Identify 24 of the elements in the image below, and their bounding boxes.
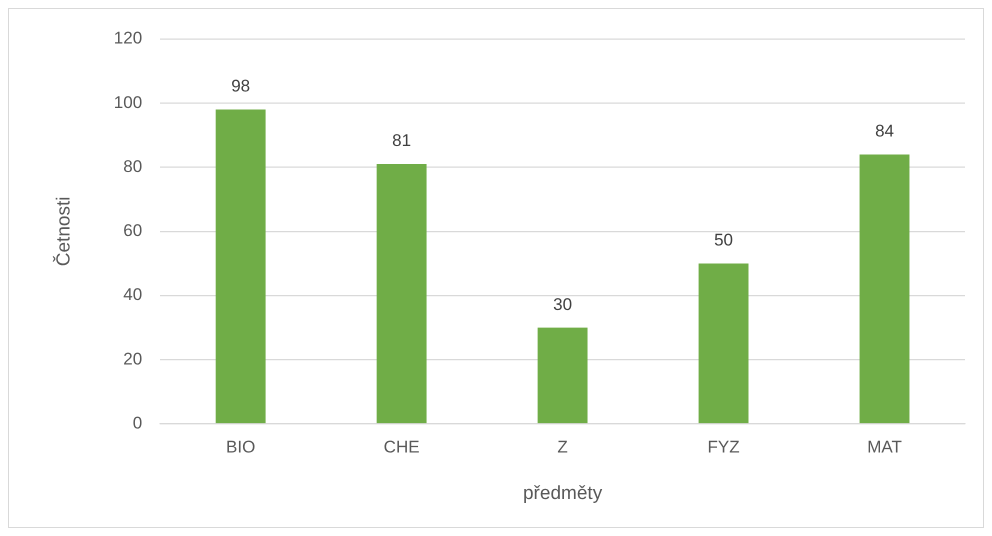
y-tick-label: 60 xyxy=(123,221,142,240)
bar xyxy=(698,263,748,424)
y-tick-label: 40 xyxy=(123,285,142,304)
bar xyxy=(216,110,266,424)
data-label: 98 xyxy=(231,76,250,96)
y-tick-label: 20 xyxy=(123,349,142,368)
bar xyxy=(538,328,588,424)
y-tick-label: 120 xyxy=(114,28,142,48)
x-tick-label: CHE xyxy=(384,438,420,457)
bar xyxy=(860,154,910,424)
x-tick-label: FYZ xyxy=(707,438,740,457)
data-label: 30 xyxy=(553,294,572,314)
x-tick-label: BIO xyxy=(226,438,256,457)
x-tick-label: Z xyxy=(557,438,568,457)
data-label: 81 xyxy=(392,131,412,150)
y-tick-label: 0 xyxy=(132,413,142,432)
y-tick-label: 100 xyxy=(114,92,142,112)
y-axis-title: Četnosti xyxy=(52,196,75,266)
data-label: 50 xyxy=(714,230,734,250)
y-tick-label: 80 xyxy=(123,156,142,176)
x-axis-title: předměty xyxy=(522,482,603,504)
data-label: 84 xyxy=(875,122,894,141)
bar xyxy=(376,164,427,424)
x-tick-label: MAT xyxy=(867,438,902,457)
